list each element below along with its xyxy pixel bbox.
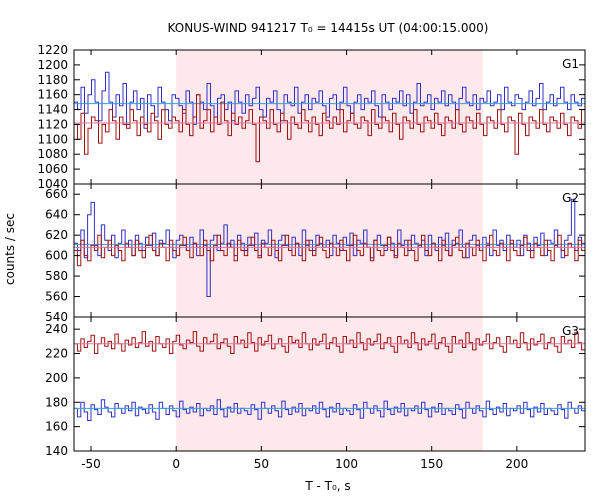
y-tick-label: 160 xyxy=(45,420,68,434)
y-tick-label: 560 xyxy=(45,290,68,304)
panel-g3: 140 160 180 200 220 240 G3 xyxy=(45,316,586,458)
panel-frame xyxy=(73,316,586,452)
panels: 1040106010801100112011401160118012001220… xyxy=(37,43,586,471)
x-tick-label: -50 xyxy=(81,457,101,471)
y-tick-label: 660 xyxy=(45,187,68,201)
y-tick-label: 1080 xyxy=(37,147,68,161)
y-tick-label: 1120 xyxy=(37,117,68,131)
shaded-interval xyxy=(176,317,483,451)
panel-label: G1 xyxy=(562,57,579,71)
x-axis-label: T - T₀, s xyxy=(304,479,350,493)
y-tick-label: 580 xyxy=(45,269,68,283)
x-tick-label: 50 xyxy=(254,457,269,471)
x-tick-label: 200 xyxy=(505,457,528,471)
panel-label: G2 xyxy=(562,191,579,205)
y-tick-label: 1180 xyxy=(37,73,68,87)
y-tick-label: 1140 xyxy=(37,103,68,117)
x-tick-label: 0 xyxy=(172,457,180,471)
y-tick-label: 1160 xyxy=(37,88,68,102)
x-tick-label: 100 xyxy=(335,457,358,471)
y-tick-label: 220 xyxy=(45,347,68,361)
x-tick-label: 150 xyxy=(420,457,443,471)
y-tick-label: 540 xyxy=(45,310,68,324)
y-tick-label: 240 xyxy=(45,322,68,336)
y-tick-label: 180 xyxy=(45,395,68,409)
y-tick-label: 200 xyxy=(45,371,68,385)
y-tick-label: 640 xyxy=(45,208,68,222)
panel-label: G3 xyxy=(562,324,579,338)
series-blue-g1 xyxy=(74,71,585,129)
y-tick-label: 620 xyxy=(45,228,68,242)
chart-title: KONUS-WIND 941217 T₀ = 14415s UT (04:00:… xyxy=(168,21,489,35)
panel-g2: 540 560 580 600 620 640 660 G2 xyxy=(45,183,586,324)
series-red-g3 xyxy=(74,331,585,354)
y-tick-label: 1220 xyxy=(37,43,68,57)
y-tick-label: 140 xyxy=(45,444,68,458)
y-tick-label: 1060 xyxy=(37,162,68,176)
y-axis-label: counts / sec xyxy=(3,213,17,285)
series-red-g1 xyxy=(74,94,585,163)
panel-g1: 1040106010801100112011401160118012001220… xyxy=(37,43,586,191)
y-tick-label: 1100 xyxy=(37,132,68,146)
y-tick-label: 1200 xyxy=(37,58,68,72)
series-red-g2 xyxy=(74,234,585,267)
y-tick-label: 600 xyxy=(45,249,68,263)
y-tick-label: 1040 xyxy=(37,177,68,191)
